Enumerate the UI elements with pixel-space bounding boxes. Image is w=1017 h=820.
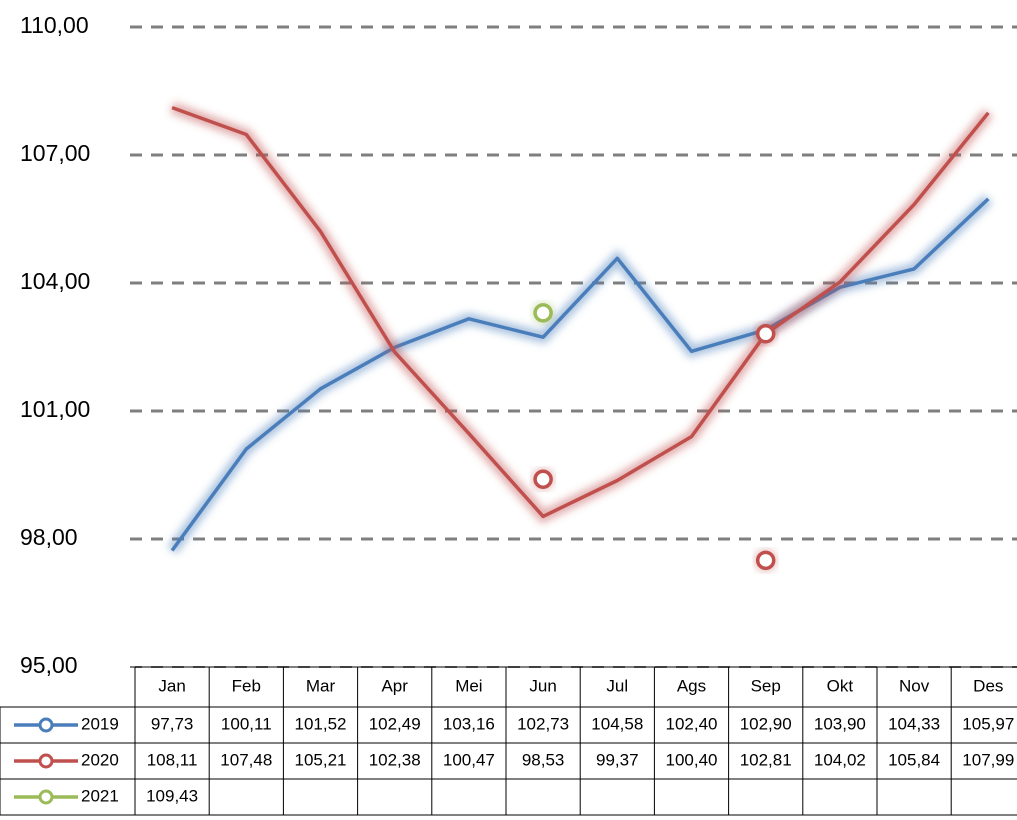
x-tick-label: Sep	[751, 676, 781, 695]
y-tick-label: 110,00	[20, 12, 89, 38]
x-tick-label: Apr	[381, 676, 408, 695]
table-value: 104,02	[814, 750, 866, 769]
x-tick-label: Jun	[529, 676, 556, 695]
table-value: 102,73	[517, 714, 569, 733]
series-line	[171, 105, 990, 519]
table-value: 105,21	[295, 750, 347, 769]
y-tick-label: 107,00	[20, 140, 90, 166]
legend-label: 2019	[81, 714, 119, 733]
table-value: 100,40	[666, 750, 718, 769]
x-tick-label: Feb	[232, 676, 261, 695]
table-value: 100,47	[443, 750, 495, 769]
table-value: 105,84	[888, 750, 940, 769]
table-value: 103,16	[443, 714, 495, 733]
marker	[533, 469, 553, 490]
table-value: 101,52	[295, 714, 347, 733]
series-line	[170, 197, 990, 552]
legend-marker	[38, 717, 54, 733]
table-value: 99,37	[596, 750, 639, 769]
table-value: 107,48	[220, 750, 272, 769]
table-value: 107,99	[962, 750, 1014, 769]
table-value: 100,11	[221, 714, 272, 733]
marker	[533, 303, 553, 323]
y-tick-label: 104,00	[20, 268, 90, 294]
table-value: 108,11	[147, 750, 198, 769]
y-tick-label: 98,00	[20, 524, 78, 550]
table-value: 109,43	[146, 786, 198, 805]
x-tick-label: Ags	[677, 676, 706, 695]
y-tick-label: 101,00	[20, 396, 90, 422]
series-glow	[170, 101, 993, 524]
table-value: 103,90	[814, 714, 866, 733]
x-tick-label: Okt	[827, 676, 854, 695]
legend-label: 2021	[81, 786, 119, 805]
x-tick-label: Des	[973, 676, 1003, 695]
table-value: 102,90	[740, 714, 792, 733]
legend-marker	[38, 789, 54, 805]
table-value: 102,81	[740, 750, 792, 769]
x-tick-label: Nov	[899, 676, 930, 695]
legend-marker	[38, 753, 54, 769]
marker	[755, 550, 776, 571]
table-value: 102,49	[369, 714, 421, 733]
table-value: 98,53	[522, 750, 565, 769]
table-value: 97,73	[151, 714, 194, 733]
x-tick-label: Mei	[455, 676, 482, 695]
y-tick-label: 95,00	[20, 652, 78, 678]
x-tick-label: Jul	[606, 676, 628, 695]
table-value: 102,40	[666, 714, 718, 733]
table-value: 104,33	[888, 714, 940, 733]
table-value: 102,38	[369, 750, 421, 769]
table-value: 105,97	[962, 714, 1014, 733]
x-tick-label: Mar	[306, 676, 336, 695]
x-tick-label: Jan	[158, 676, 185, 695]
marker	[755, 324, 776, 344]
table-value: 104,58	[591, 714, 643, 733]
legend-label: 2020	[81, 750, 119, 769]
